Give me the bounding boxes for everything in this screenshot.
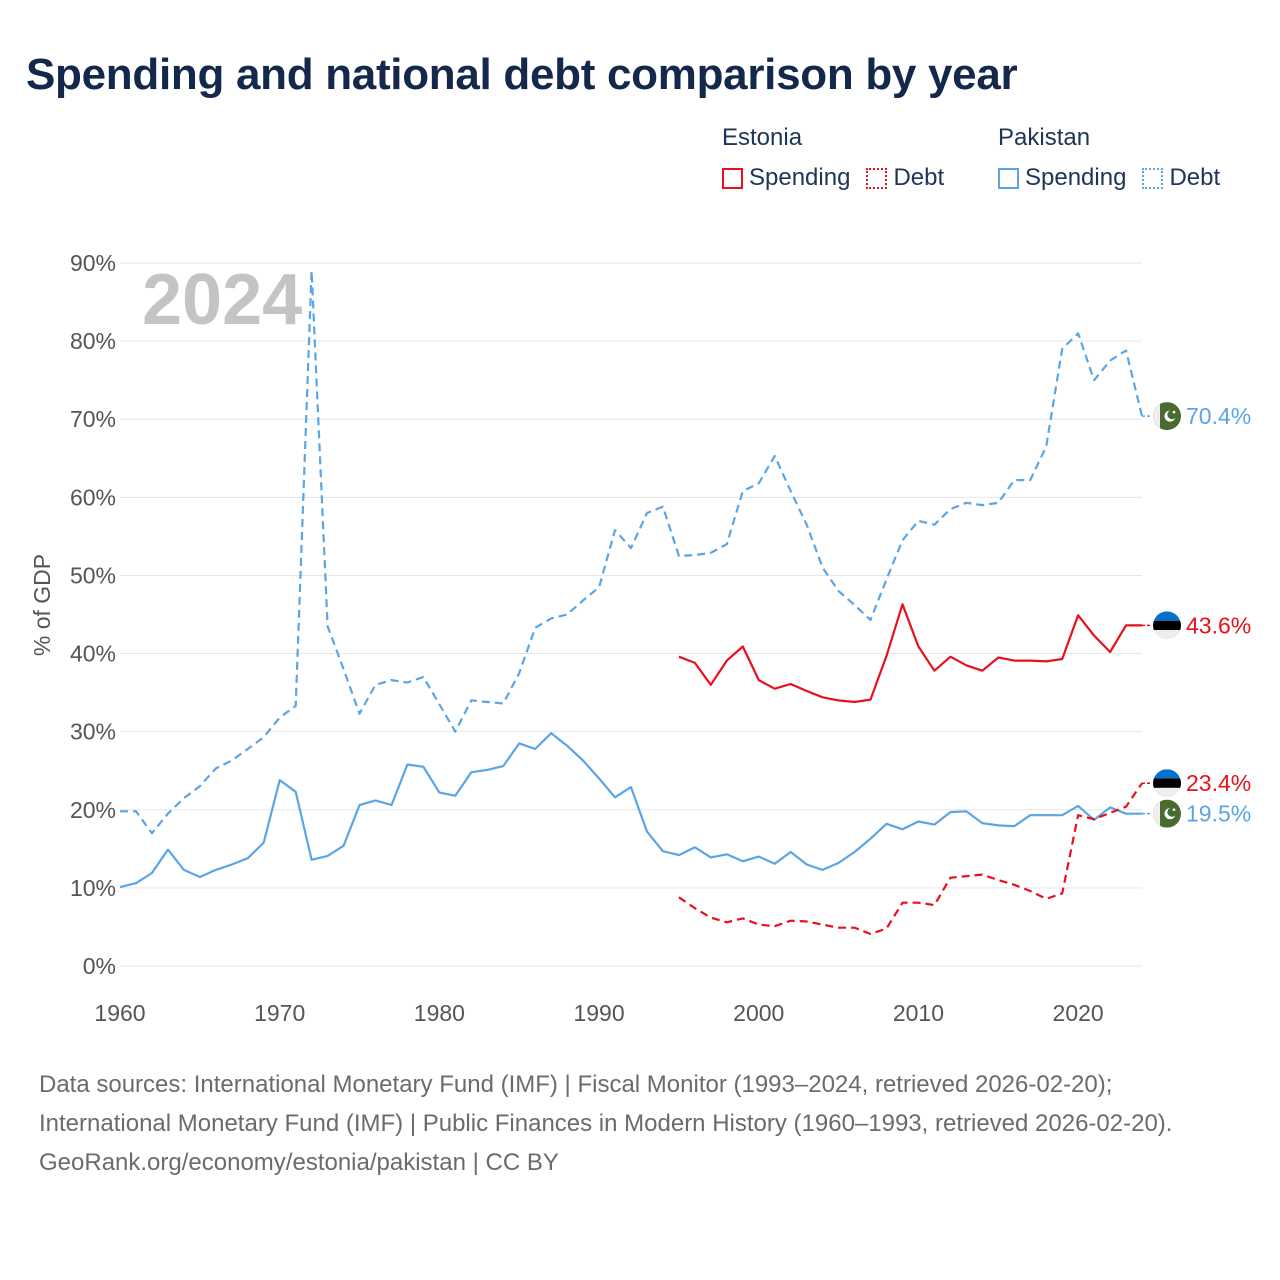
y-axis-label: % of GDP (29, 554, 55, 656)
dotted-line-swatch-icon (866, 167, 888, 189)
series-layer (119, 269, 1144, 936)
x-tick-label: 1990 (573, 1000, 624, 1026)
legend-item-label: Debt (1169, 164, 1221, 191)
y-tick-label: 30% (70, 719, 116, 745)
solid-line-swatch-icon (998, 167, 1019, 189)
year-watermark: 2024 (142, 260, 302, 340)
estonia-flag-icon (1153, 611, 1181, 640)
legend-group-estonia: Estonia Spending Debt (722, 124, 960, 192)
y-tick-label: 90% (70, 250, 116, 276)
y-tick-label: 20% (70, 797, 116, 823)
legend-item-pakistan-debt[interactable]: Debt (1142, 164, 1220, 192)
pakistan-flag-icon (1153, 799, 1181, 828)
end-value-label: 23.4% (1186, 770, 1251, 796)
legend-item-label: Debt (893, 164, 945, 191)
dotted-line-swatch-icon (1142, 167, 1164, 189)
legend-group-name: Estonia (722, 124, 803, 151)
legend-item-estonia-debt[interactable]: Debt (866, 164, 944, 192)
end-value-label: 19.5% (1186, 801, 1251, 827)
x-tick-label: 2020 (1053, 1000, 1104, 1026)
x-tick-label: 1970 (254, 1000, 305, 1026)
y-tick-label: 70% (70, 406, 116, 432)
x-tick-label: 1960 (94, 1000, 145, 1026)
series-line-pakistan-spending[interactable] (119, 732, 1142, 889)
chart-title: Spending and national debt comparison by… (26, 50, 1018, 99)
estonia-flag-icon (1153, 769, 1181, 798)
solid-line-swatch-icon (722, 167, 743, 189)
marker-layer: 70.4% 19.5% 43.6% 23.4% (1142, 402, 1251, 828)
x-tick-label: 2010 (893, 1000, 944, 1026)
footer: Data sources: International Monetary Fun… (39, 1065, 1239, 1182)
y-tick-label: 10% (70, 875, 116, 901)
grid-layer (120, 262, 1142, 967)
x-tick-label: 1980 (414, 1000, 465, 1026)
y-tick-label: 40% (70, 641, 116, 667)
end-value-label: 43.6% (1186, 612, 1251, 638)
line-chart: 2024 0% 10% 20% 30% 40% 50% 60% 70% 80% 90% 1960 19… (29, 250, 1251, 1026)
pakistan-flag-icon (1153, 402, 1181, 431)
y-tick-label: 60% (70, 484, 116, 510)
legend-item-label: Spending (1025, 164, 1127, 191)
data-sources: Data sources: International Monetary Fun… (39, 1071, 1173, 1137)
end-value-label: 70.4% (1186, 403, 1251, 429)
legend-group-pakistan: Pakistan Spending Debt (998, 124, 1236, 192)
series-line-pakistan-debt[interactable] (120, 269, 1144, 835)
legend-item-label: Spending (749, 164, 851, 191)
legend-item-pakistan-spending[interactable]: Spending (998, 164, 1126, 192)
y-tick-label: 0% (83, 953, 116, 979)
legend-item-estonia-spending[interactable]: Spending (722, 164, 850, 192)
x-tick-label: 2000 (733, 1000, 784, 1026)
credit-line: GeoRank.org/economy/estonia/pakistan | C… (39, 1149, 559, 1176)
series-line-estonia-spending[interactable] (678, 603, 1142, 704)
legend-group-name: Pakistan (998, 124, 1091, 151)
axis-layer: 0% 10% 20% 30% 40% 50% 60% 70% 80% 90% 1960 1970 198… (70, 250, 1104, 1026)
series-line-estonia-debt[interactable] (678, 782, 1143, 936)
y-tick-label: 50% (70, 562, 116, 588)
y-tick-label: 80% (70, 328, 116, 354)
